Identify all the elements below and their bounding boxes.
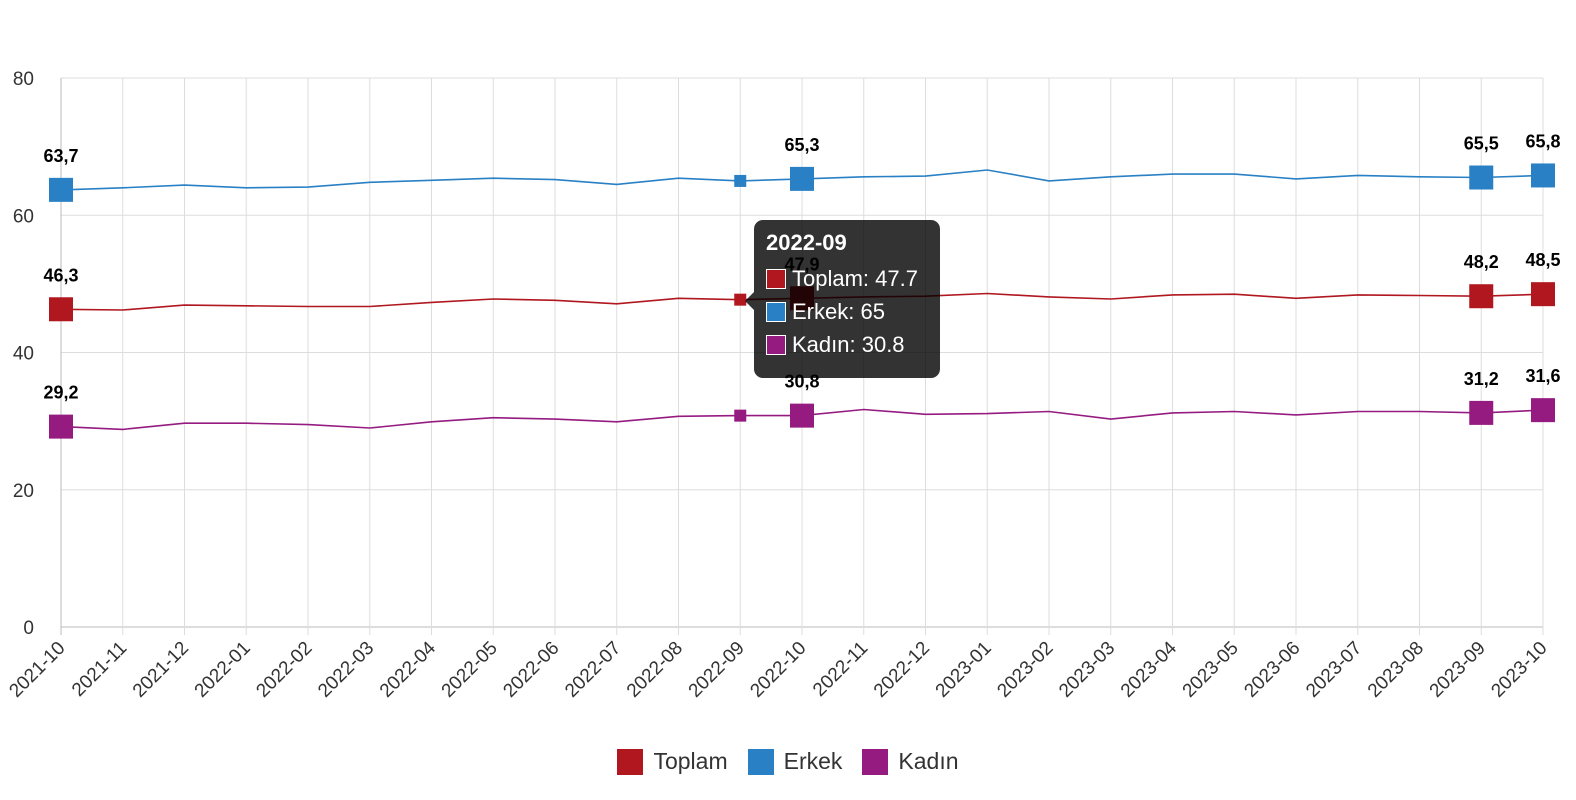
tooltip-text-kadin: Kadın: 30.8 bbox=[792, 331, 905, 357]
x-tick-label: 2022-12 bbox=[870, 638, 934, 702]
data-label: 31,6 bbox=[1525, 366, 1560, 386]
legend-label-erkek: Erkek bbox=[783, 748, 843, 774]
tooltip-title: 2022-09 bbox=[766, 230, 847, 255]
tooltip-swatch-erkek bbox=[766, 301, 786, 322]
x-tick-label: 2023-04 bbox=[1117, 637, 1181, 701]
tooltip: 2022-09 Toplam: 47.7 Erkek: 65 Kadın: 30… bbox=[745, 220, 940, 378]
legend-label-kadin: Kadın bbox=[898, 748, 959, 774]
y-tick-label: 20 bbox=[13, 481, 34, 502]
legend-item-erkek[interactable]: Erkek bbox=[747, 748, 843, 775]
hover-point-kadın bbox=[734, 409, 747, 422]
data-point-erkek bbox=[49, 177, 73, 202]
data-label: 65,3 bbox=[784, 135, 819, 155]
data-label: 29,2 bbox=[43, 383, 78, 403]
data-label: 63,7 bbox=[43, 146, 78, 166]
data-labels: 46,347,948,248,563,765,365,565,829,230,8… bbox=[43, 131, 1560, 402]
tooltip-row-kadin: Kadın: 30.8 bbox=[766, 328, 928, 361]
x-tick-label: 2023-08 bbox=[1364, 638, 1428, 702]
x-tick-label: 2022-08 bbox=[623, 638, 687, 702]
tooltip-swatch-toplam bbox=[766, 268, 786, 289]
legend: Toplam Erkek Kadın bbox=[0, 748, 1576, 775]
data-point-kadın bbox=[1531, 398, 1555, 423]
data-point-erkek bbox=[1531, 163, 1555, 188]
legend-swatch-toplam bbox=[617, 748, 644, 775]
tooltip-swatch-kadin bbox=[766, 334, 786, 355]
x-tick-label: 2022-07 bbox=[561, 638, 625, 702]
legend-swatch-kadin bbox=[862, 748, 889, 775]
data-point-toplam bbox=[1531, 282, 1555, 307]
x-tick-label: 2023-01 bbox=[932, 638, 996, 702]
tooltip-row-erkek: Erkek: 65 bbox=[766, 295, 928, 328]
y-tick-label: 80 bbox=[13, 69, 34, 90]
x-tick-label: 2021-11 bbox=[68, 638, 131, 701]
x-tick-label: 2023-05 bbox=[1179, 638, 1243, 702]
tooltip-text-toplam: Toplam: 47.7 bbox=[792, 265, 918, 291]
x-tick-label: 2023-06 bbox=[1240, 638, 1304, 702]
data-point-kadın bbox=[790, 403, 814, 428]
legend-item-kadin[interactable]: Kadın bbox=[862, 748, 959, 775]
data-label: 31,2 bbox=[1464, 369, 1499, 389]
y-tick-label: 60 bbox=[13, 206, 34, 227]
x-tick-label: 2021-10 bbox=[5, 638, 69, 702]
tooltip-caret bbox=[745, 292, 754, 310]
data-label: 48,5 bbox=[1525, 250, 1560, 270]
data-point-toplam bbox=[49, 297, 73, 322]
tooltip-text-erkek: Erkek: 65 bbox=[792, 298, 885, 324]
x-tick-label: 2023-10 bbox=[1487, 638, 1551, 702]
data-point-erkek bbox=[790, 166, 814, 191]
data-label: 65,8 bbox=[1525, 131, 1560, 151]
x-tick-label: 2022-10 bbox=[746, 638, 810, 702]
legend-item-toplam[interactable]: Toplam bbox=[617, 748, 728, 775]
x-tick-label: 2022-11 bbox=[809, 638, 872, 701]
x-tick-label: 2023-09 bbox=[1426, 638, 1490, 702]
data-point-kadın bbox=[1469, 400, 1494, 425]
x-tick-label: 2022-04 bbox=[376, 637, 440, 701]
x-tick-label: 2023-07 bbox=[1302, 638, 1366, 702]
data-label: 46,3 bbox=[43, 265, 78, 285]
data-point-kadın bbox=[49, 414, 73, 439]
data-point-toplam bbox=[1469, 284, 1494, 309]
data-label: 48,2 bbox=[1464, 252, 1499, 272]
x-tick-label: 2022-01 bbox=[191, 638, 255, 702]
x-tick-label: 2023-02 bbox=[993, 638, 1057, 702]
data-label: 65,5 bbox=[1464, 134, 1499, 154]
tooltip-row-toplam: Toplam: 47.7 bbox=[766, 262, 928, 295]
series-points bbox=[49, 163, 1555, 439]
data-point-erkek bbox=[1469, 165, 1494, 190]
hover-point-erkek bbox=[734, 174, 747, 187]
x-tick-label: 2022-06 bbox=[499, 638, 563, 702]
hover-point-toplam bbox=[734, 293, 747, 306]
x-tick-label: 2022-03 bbox=[314, 638, 378, 702]
y-tick-label: 0 bbox=[23, 618, 34, 639]
legend-swatch-erkek bbox=[747, 748, 774, 775]
x-tick-label: 2022-05 bbox=[438, 638, 502, 702]
line-chart: 0204060802021-102021-112021-122022-01202… bbox=[5, 69, 1560, 702]
x-tick-label: 2022-09 bbox=[685, 638, 749, 702]
x-tick-label: 2021-12 bbox=[129, 638, 193, 702]
axes: 0204060802021-102021-112021-122022-01202… bbox=[5, 69, 1551, 702]
x-tick-label: 2023-03 bbox=[1055, 638, 1119, 702]
y-tick-label: 40 bbox=[13, 344, 34, 365]
x-tick-label: 2022-02 bbox=[252, 638, 316, 702]
legend-label-toplam: Toplam bbox=[653, 748, 728, 774]
